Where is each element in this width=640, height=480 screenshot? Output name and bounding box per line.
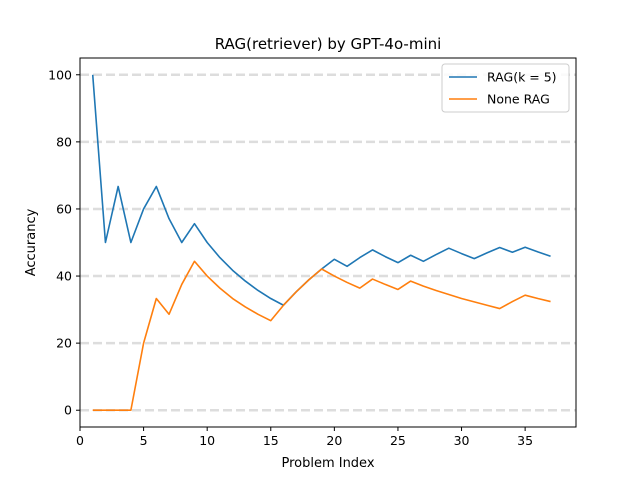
y-tick-label: 20 <box>56 336 72 351</box>
x-tick-label: 35 <box>517 433 533 448</box>
x-tick-label: 30 <box>454 433 470 448</box>
plot-frame <box>79 57 577 428</box>
series-lines <box>91 74 551 412</box>
y-tick-label: 100 <box>48 67 72 82</box>
axis-ticks: 0 20 40 60 80 100 0 5 10 15 20 25 30 35 <box>48 67 533 448</box>
x-tick-label: 25 <box>390 433 406 448</box>
x-tick-label: 10 <box>199 433 215 448</box>
y-tick-label: 80 <box>56 134 72 149</box>
legend-label-0: RAG(k = 5) <box>487 70 557 85</box>
legend: RAG(k = 5) None RAG <box>441 63 570 113</box>
y-tick-label: 60 <box>56 201 72 216</box>
x-tick-label: 20 <box>326 433 342 448</box>
legend-box <box>441 63 570 113</box>
y-tick-label: 0 <box>64 403 72 418</box>
gridlines <box>80 73 576 412</box>
y-axis-label: Accurancy <box>24 208 39 276</box>
x-tick-label: 0 <box>76 433 84 448</box>
y-tick-label: 40 <box>56 269 72 284</box>
legend-label-1: None RAG <box>487 92 550 107</box>
chart-title: RAG(retriever) by GPT-4o-mini <box>215 35 442 53</box>
x-tick-label: 15 <box>263 433 279 448</box>
x-axis-label: Problem Index <box>281 456 374 471</box>
series-line-1 <box>92 260 551 412</box>
x-tick-label: 5 <box>140 433 148 448</box>
